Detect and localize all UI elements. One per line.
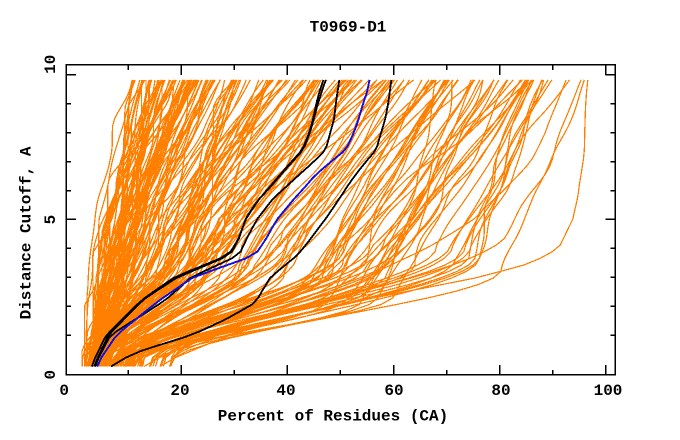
svg-text:40: 40 (276, 382, 295, 400)
svg-text:0: 0 (42, 370, 60, 380)
svg-text:0: 0 (59, 382, 69, 400)
svg-text:Percent of Residues (CA): Percent of Residues (CA) (218, 408, 448, 426)
svg-text:10: 10 (42, 55, 60, 74)
svg-text:T0969-D1: T0969-D1 (310, 18, 387, 36)
svg-text:100: 100 (594, 382, 623, 400)
svg-text:60: 60 (384, 382, 403, 400)
svg-text:80: 80 (491, 382, 510, 400)
svg-text:5: 5 (42, 215, 60, 225)
svg-text:Distance Cutoff, A: Distance Cutoff, A (18, 146, 36, 319)
svg-text:20: 20 (170, 382, 189, 400)
